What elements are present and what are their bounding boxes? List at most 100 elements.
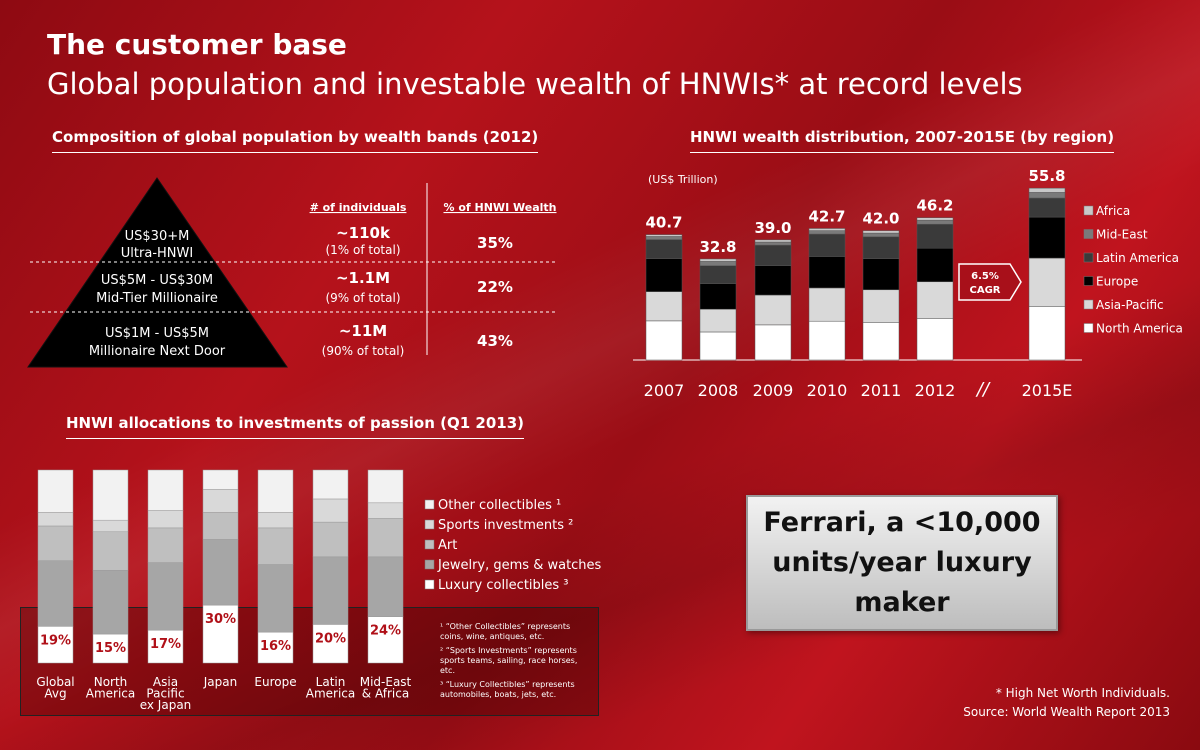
legend-label: Europe xyxy=(1096,275,1138,289)
bar-segment-europe xyxy=(645,258,683,292)
legend-label: North America xyxy=(1096,322,1183,336)
note-other-collectibles: ¹ “Other Collectibles” represents coins,… xyxy=(440,622,571,641)
bar-segment-sports-investments- xyxy=(147,510,184,529)
band-amount: US$1M - US$5M xyxy=(105,326,209,341)
bar-segment-jewelry-gems-watches xyxy=(367,556,404,617)
legend-swatch xyxy=(424,559,435,570)
bar-segment-europe xyxy=(754,265,792,296)
value-label: 15% xyxy=(95,641,126,656)
page-subtitle: Global population and investable wealth … xyxy=(47,67,1023,101)
bar-segment-latin-america xyxy=(916,223,954,249)
legend-label: Africa xyxy=(1096,204,1130,218)
bar-segment-africa xyxy=(808,228,846,231)
legend-swatch xyxy=(1083,323,1094,333)
bar-segment-asia-pacific xyxy=(754,294,792,326)
band-count: ~1.1M xyxy=(336,269,390,287)
total-label: 39.0 xyxy=(754,219,791,237)
bar-segment-north-america xyxy=(645,320,683,361)
bar-segment-art xyxy=(37,525,74,561)
bar-segment-luxury-collectibles- xyxy=(147,629,184,664)
ferrari-callout-text: Ferrari, a <10,000 units/year luxury mak… xyxy=(763,507,1041,618)
bar-segment-art xyxy=(92,531,129,571)
x-tick-label: Asia xyxy=(153,675,178,689)
legend-swatch xyxy=(1083,299,1094,310)
band-amount: US$5M - US$30M xyxy=(101,273,213,288)
legend-label: Asia-Pacific xyxy=(1096,298,1164,312)
value-label: 19% xyxy=(40,633,71,648)
bar-segment-luxury-collectibles- xyxy=(312,624,349,664)
band-label: Millionaire Next Door xyxy=(89,344,226,359)
bar-segment-jewelry-gems-watches xyxy=(257,564,294,633)
bar-segment-asia-pacific xyxy=(808,287,846,322)
total-label: 55.8 xyxy=(1028,167,1065,185)
bar-segment-other-collectibles- xyxy=(147,469,184,511)
pyramid-title: Composition of global population by weal… xyxy=(52,128,539,153)
band-label: Ultra-HNWI xyxy=(121,246,193,261)
bar-segment-sports-investments- xyxy=(312,498,349,523)
bar-segment-north-america xyxy=(754,324,792,361)
legend-label: Sports investments ² xyxy=(438,518,573,533)
x-tick-label: & Africa xyxy=(362,687,409,701)
bar-segment-north-america xyxy=(808,320,846,361)
bar-segment-africa xyxy=(645,234,683,237)
hnwi-footnote: * High Net Worth Individuals. xyxy=(995,686,1170,700)
bar-segment-art xyxy=(202,512,239,540)
band-label: Mid-Tier Millionaire xyxy=(96,291,218,306)
x-tick-label: ex Japan xyxy=(140,698,192,712)
bar-segment-sports-investments- xyxy=(257,512,294,529)
bar-segment-africa xyxy=(1028,187,1066,193)
wealth-chart-title: HNWI wealth distribution, 2007-2015E (by… xyxy=(690,128,1115,153)
value-label: 24% xyxy=(370,624,401,639)
band-wealth: 35% xyxy=(477,234,513,252)
x-tick-label: 2010 xyxy=(807,381,848,400)
bar-segment-sports-investments- xyxy=(37,512,74,527)
band-count: ~11M xyxy=(339,322,387,340)
total-label: 40.7 xyxy=(645,214,682,232)
legend-swatch xyxy=(424,539,435,550)
bar-segment-north-america xyxy=(916,318,954,361)
axis-break-mark: // xyxy=(975,379,991,400)
bar-segment-europe xyxy=(1028,216,1066,259)
bar-segment-art xyxy=(312,521,349,558)
bar-segment-jewelry-gems-watches xyxy=(37,560,74,627)
bar-segment-jewelry-gems-watches xyxy=(147,562,184,631)
bar-segment-other-collectibles- xyxy=(92,469,129,521)
legend-label: Mid-East xyxy=(1096,228,1148,242)
x-tick-label: 2012 xyxy=(915,381,956,400)
bar-segment-europe xyxy=(916,247,954,283)
bar-segment-africa xyxy=(916,217,954,221)
value-label: 17% xyxy=(150,637,181,652)
bar-segment-art xyxy=(257,527,294,565)
x-tick-label: 2015E xyxy=(1022,381,1073,400)
cagr-value: 6.5% xyxy=(971,271,999,282)
bar-segment-jewelry-gems-watches xyxy=(92,570,129,635)
x-tick-label: 2007 xyxy=(644,381,685,400)
x-tick-label: Mid-East xyxy=(360,675,412,689)
source-note: Source: World Wealth Report 2013 xyxy=(963,705,1170,719)
cagr-label: CAGR xyxy=(970,285,1001,296)
value-label: 30% xyxy=(205,612,236,627)
x-tick-label: Avg xyxy=(44,687,66,701)
x-tick-label: Latin xyxy=(316,675,346,689)
band-share: (1% of total) xyxy=(325,243,400,257)
bar-segment-africa xyxy=(754,239,792,243)
bar-segment-other-collectibles- xyxy=(257,469,294,513)
bar-segment-north-america xyxy=(1028,306,1066,361)
x-tick-label: Pacific xyxy=(146,687,184,701)
passion-chart-title: HNWI allocations to investments of passi… xyxy=(66,414,524,439)
x-tick-label: 2008 xyxy=(698,381,739,400)
bar-segment-asia-pacific xyxy=(862,289,900,323)
bar-segment-jewelry-gems-watches xyxy=(312,556,349,625)
bar-segment-africa xyxy=(699,258,737,262)
y-unit-label: (US$ Trillion) xyxy=(648,173,718,186)
x-tick-label: Japan xyxy=(203,675,237,689)
col-individuals-header: # of individuals xyxy=(310,201,407,214)
bar-segment-luxury-collectibles- xyxy=(92,633,129,664)
value-label: 20% xyxy=(315,631,346,646)
bar-segment-jewelry-gems-watches xyxy=(202,539,239,606)
band-share: (9% of total) xyxy=(325,291,400,305)
bar-segment-sports-investments- xyxy=(202,489,239,513)
legend-swatch xyxy=(424,519,435,530)
bar-segment-europe xyxy=(808,256,846,289)
